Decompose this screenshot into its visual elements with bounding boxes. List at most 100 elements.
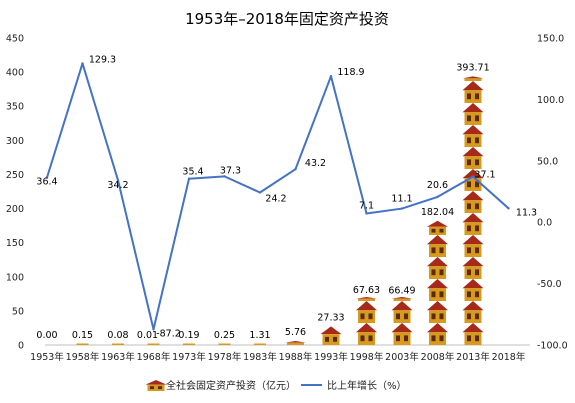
- house-wall: [429, 226, 446, 235]
- house-window: [439, 247, 444, 254]
- growth-line-point: [400, 207, 404, 210]
- house-roof: [391, 323, 413, 333]
- y-left-tick-label: 50: [12, 306, 24, 317]
- house-window: [467, 313, 471, 320]
- house-roof: [356, 297, 377, 299]
- pictograph-bar: [285, 341, 306, 345]
- growth-line: [46, 62, 510, 331]
- house-roof: [462, 279, 484, 289]
- legend-item-investment: 全社会固定资产投资（亿元）: [166, 379, 296, 392]
- legend-label-growth: 比上年增长（%）: [327, 379, 407, 392]
- investment-data-label: 5.76: [285, 327, 306, 338]
- pictograph-bar: [147, 343, 160, 345]
- house-roof: [462, 301, 484, 311]
- growth-data-label: 20.6: [427, 180, 448, 191]
- investment-data-label: 1.31: [249, 330, 270, 341]
- house-roof: [427, 301, 448, 311]
- y-left-tick-label: 350: [6, 102, 24, 113]
- x-tick-label: 2003年: [385, 351, 419, 363]
- x-tick-label: 1968年: [137, 351, 171, 363]
- y-right-tick-label: -50.0: [537, 279, 562, 290]
- house-roof: [427, 323, 448, 333]
- y-right-tick-label: 50.0: [537, 156, 558, 167]
- investment-data-label: 0.08: [107, 330, 128, 341]
- data-labels: 0.00 0.15 0.08 0.01 0.19 0.25 1.31 5.76 27.33 67.…: [36, 54, 537, 341]
- house-window: [475, 225, 479, 232]
- house-roof: [462, 125, 484, 135]
- house-window: [368, 313, 373, 320]
- house-window: [467, 159, 471, 166]
- house-window: [467, 335, 471, 342]
- pictograph-bar: [218, 343, 231, 345]
- growth-data-label: 35.4: [182, 167, 203, 178]
- house-window: [475, 159, 479, 166]
- y-left-tick-label: 450: [6, 34, 24, 45]
- investment-data-label: 27.33: [317, 312, 344, 323]
- house-window: [475, 313, 479, 320]
- house-wall: [147, 343, 160, 345]
- house-roof: [356, 323, 377, 333]
- house-window: [475, 181, 479, 188]
- house-window: [467, 203, 471, 210]
- house-window: [396, 313, 400, 320]
- growth-data-label: 129.3: [89, 54, 116, 65]
- growth-line-point: [187, 177, 191, 180]
- investment-data-label: 0.19: [178, 330, 199, 341]
- growth-data-label: 24.2: [265, 193, 286, 204]
- growth-line-point: [329, 74, 333, 78]
- house-roof: [145, 380, 167, 385]
- house-window: [158, 386, 162, 390]
- x-tick-label: 2008年: [421, 351, 455, 363]
- pictograph-bar: [112, 343, 124, 345]
- house-window: [475, 291, 479, 298]
- growth-data-label: 7.1: [359, 200, 374, 211]
- legend-label-investment: 全社会固定资产投资（亿元）: [166, 379, 296, 392]
- legend-swatch-investment: [145, 380, 167, 391]
- investment-data-label: 182.04: [421, 207, 454, 218]
- house-roof: [462, 323, 484, 333]
- house-wall: [358, 298, 375, 301]
- house-window: [467, 291, 471, 298]
- house-roof: [462, 103, 484, 113]
- y-left-tick-label: 250: [6, 170, 24, 181]
- house-window: [467, 93, 471, 100]
- y-left-tick-label: 400: [6, 68, 24, 79]
- house-window: [360, 313, 365, 320]
- house-wall: [112, 343, 124, 345]
- growth-line-point: [223, 175, 226, 178]
- house-roof: [427, 220, 448, 227]
- house-window: [475, 137, 479, 144]
- x-tick-label: 1993年: [314, 351, 348, 363]
- growth-line-point: [365, 212, 368, 215]
- pictograph-bar: [356, 297, 377, 345]
- house-window: [439, 291, 444, 298]
- house-window: [467, 247, 471, 254]
- y-left-tick-label: 300: [6, 136, 24, 147]
- growth-data-label: 37.3: [220, 165, 241, 176]
- y-left-tick-label: 0: [18, 341, 24, 352]
- growth-data-label: 34.2: [107, 180, 128, 191]
- pictograph-bar: [254, 343, 266, 345]
- house-window: [431, 228, 436, 233]
- house-window: [325, 336, 329, 342]
- growth-line-point: [152, 328, 155, 331]
- house-window: [475, 115, 479, 122]
- house-window: [150, 386, 154, 390]
- investment-data-label: 66.49: [388, 286, 415, 297]
- investment-data-label: 0.01: [137, 330, 158, 341]
- growth-line-point: [45, 176, 49, 179]
- pictograph-bar: [391, 297, 413, 345]
- house-wall: [464, 78, 482, 81]
- house-wall: [147, 384, 165, 391]
- house-roof: [320, 326, 342, 335]
- y-right-tick-label: 150.0: [537, 34, 564, 45]
- axes: 050100150200250300350400450-100.0-50.00.…: [6, 34, 568, 364]
- house-window: [333, 336, 337, 342]
- house-window: [475, 93, 479, 100]
- growth-data-label: 11.3: [516, 207, 537, 218]
- house-roof: [427, 235, 448, 245]
- house-window: [404, 313, 408, 320]
- pictograph-bars: [76, 76, 484, 345]
- growth-line-point: [294, 167, 297, 171]
